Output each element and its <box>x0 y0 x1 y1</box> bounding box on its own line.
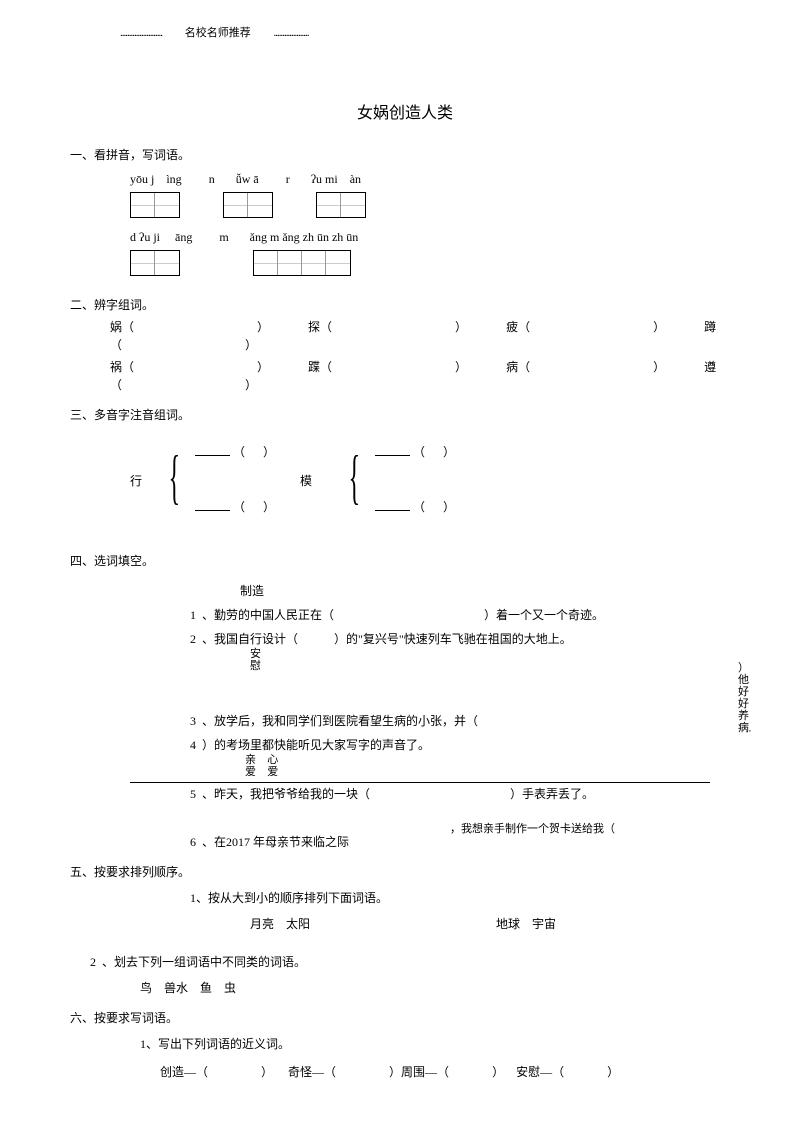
answer-grid[interactable] <box>223 192 273 218</box>
page-header: ........................ 名校名师推荐 ........… <box>120 25 740 42</box>
s5-words1: 月亮 太阳 地球 宇宙 <box>250 915 740 933</box>
section-1: 一、看拼音，写词语。 yōu j ìng n ǚw ā r ʔu mi àn d… <box>70 146 740 276</box>
section-3-label: 三、多音字注音组词。 <box>70 406 740 424</box>
q4-2: 2 、我国自行设计（ ）的"复兴号"快速列车飞驰在祖国的大地上。 <box>190 630 740 648</box>
q4-1: 1 、勤劳的中国人民正在（）着一个又一个奇迹。 <box>190 606 740 624</box>
brace-icon: { <box>349 432 361 522</box>
divider-line <box>130 782 710 783</box>
word-choice-2: 安慰 <box>250 648 740 672</box>
char-row-1: 娲（ ） 探（ ） 疲（ ） 蹲（ ） <box>110 318 740 354</box>
section-3: 三、多音字注音组词。 行 { （ ） （ ） 模 { （ ） （ ） <box>70 406 740 532</box>
char-row-2: 祸（ ） 蹀（ ） 病（ ） 遵（ ） <box>110 358 740 394</box>
s5-words2: 鸟 兽水 鱼 虫 <box>140 979 740 997</box>
section-6: 六、按要求写词语。 1、写出下列词语的近义词。 创造—（ ） 奇怪—（ ）周围—… <box>70 1009 740 1081</box>
blank-line[interactable] <box>375 442 410 456</box>
q4-3: 3 、放学后，我和同学们到医院看望生病的小张，并（ <box>190 712 740 730</box>
answer-grid[interactable] <box>316 192 366 218</box>
dots-left: ........................ <box>120 27 162 39</box>
section-4-label: 四、选词填空。 <box>70 552 740 570</box>
s5-sub2: 2 、划去下列一组词语中不同类的词语。 <box>90 953 740 971</box>
section-6-label: 六、按要求写词语。 <box>70 1009 740 1027</box>
word-choice-3: 亲爱 心爱 <box>245 754 740 778</box>
section-2: 二、辨字组词。 娲（ ） 探（ ） 疲（ ） 蹲（ ） 祸（ ） 蹀（ ） 病（… <box>70 296 740 394</box>
answer-grid[interactable] <box>130 250 180 276</box>
pinyin-row-2: d ʔu ji āng m ǎng m ǎng zh ūn zh ūn <box>130 228 740 246</box>
word-choice-1: 制造 <box>240 582 740 600</box>
multi-sound-block: 行 { （ ） （ ） 模 { （ ） （ ） <box>110 432 740 532</box>
answer-grid[interactable] <box>253 250 351 276</box>
grid-row-1 <box>130 192 740 218</box>
section-5: 五、按要求排列顺序。 1、按从大到小的顺序排列下面词语。 月亮 太阳 地球 宇宙… <box>70 863 740 997</box>
answer-grid[interactable] <box>130 192 180 218</box>
dots-right: .................... <box>274 27 309 39</box>
section-5-label: 五、按要求排列顺序。 <box>70 863 740 881</box>
section-2-label: 二、辨字组词。 <box>70 296 740 314</box>
char-xing: 行 <box>130 472 142 490</box>
q4-4: 4 ）的考场里都快能听见大家写字的声音了。 <box>190 736 740 754</box>
s6-sub1: 1、写出下列词语的近义词。 <box>140 1035 740 1053</box>
brace-icon: { <box>169 432 181 522</box>
page-title: 女娲创造人类 <box>70 102 740 126</box>
blank-line[interactable] <box>195 442 230 456</box>
pinyin-row-1: yōu j ìng n ǚw ā r ʔu mi àn <box>130 170 740 188</box>
blank-line[interactable] <box>375 497 410 511</box>
grid-row-2 <box>130 250 740 276</box>
q4-6-side: ，我想亲手制作一个贺卡送给我（ <box>450 823 615 836</box>
section-4: 四、选词填空。 制造 1 、勤劳的中国人民正在（）着一个又一个奇迹。 2 、我国… <box>70 552 740 851</box>
header-text: 名校名师推荐 <box>185 27 251 39</box>
blank-line[interactable] <box>195 497 230 511</box>
s6-items: 创造—（ ） 奇怪—（ ）周围—（ ） 安慰—（ ） <box>160 1063 740 1081</box>
section-1-label: 一、看拼音，写词语。 <box>70 146 740 164</box>
s5-sub1: 1、按从大到小的顺序排列下面词语。 <box>190 889 740 907</box>
q4-5: 5 、昨天，我把爷爷给我的一块（）手表弄丢了。 <box>190 785 740 803</box>
char-mo: 模 <box>300 472 312 490</box>
side-vertical-text: ）他好好养病, <box>738 662 750 735</box>
